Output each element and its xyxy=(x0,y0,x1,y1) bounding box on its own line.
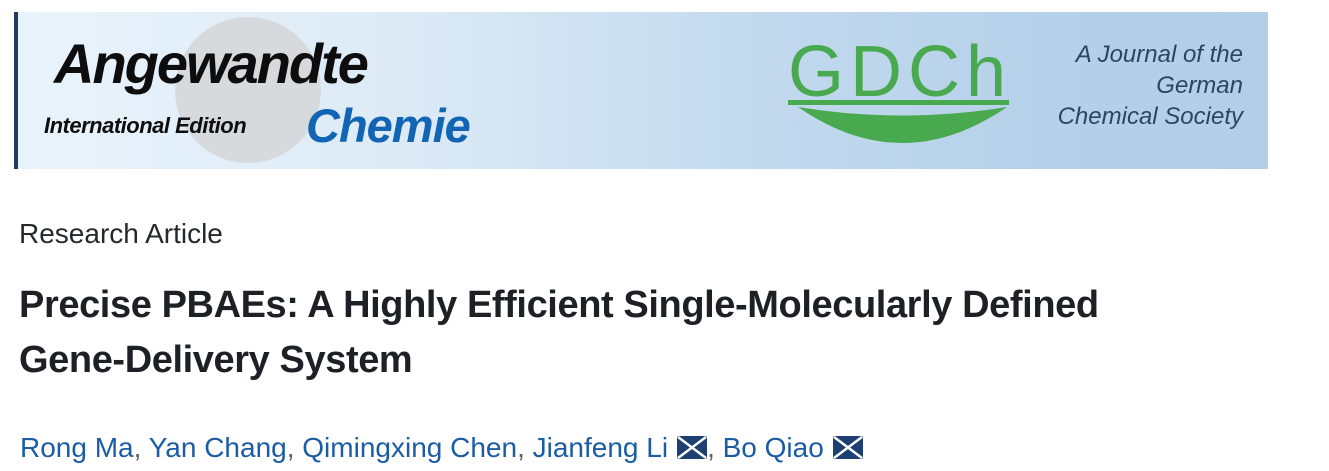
article-title-line1: Precise PBAEs: A Highly Efficient Single… xyxy=(19,284,1099,326)
author-separator: , xyxy=(286,432,303,463)
article-type-label: Research Article xyxy=(19,218,223,249)
journal-banner: Angewandte International Edition Chemie … xyxy=(14,12,1268,169)
society-tagline-line: German xyxy=(1156,72,1243,99)
article-title-line2: Gene-Delivery System xyxy=(19,339,413,381)
article-title: Precise PBAEs: A Highly Efficient Single… xyxy=(19,278,1099,388)
envelope-icon[interactable] xyxy=(677,436,708,459)
author-link[interactable]: Rong Ma xyxy=(20,432,134,463)
author-link[interactable]: Bo Qiao xyxy=(722,432,824,463)
envelope-icon[interactable] xyxy=(832,436,863,459)
author-separator: , xyxy=(707,432,723,463)
magazine-subtitle: International Edition xyxy=(44,113,247,138)
author-separator: , xyxy=(133,432,149,463)
society-tagline-line: A Journal of the xyxy=(1075,41,1243,68)
society-tagline: A Journal of the German Chemical Society xyxy=(1058,39,1243,132)
author-link[interactable]: Qimingxing Chen xyxy=(302,432,518,463)
author-link[interactable]: Yan Chang xyxy=(148,432,287,463)
author-separator: , xyxy=(517,432,533,463)
banner-circle-decoration xyxy=(175,17,321,163)
gdch-arc-icon xyxy=(798,107,1007,143)
society-tagline-line: Chemical Society xyxy=(1057,103,1243,130)
gdch-logo: GDCh xyxy=(788,36,1010,108)
gdch-logo-text: GDCh xyxy=(788,32,1013,112)
magazine-title-logo: Angewandte xyxy=(54,32,369,95)
author-link[interactable]: Jianfeng Li xyxy=(532,432,669,463)
magazine-title-accent: Chemie xyxy=(306,99,471,152)
gdch-underline xyxy=(788,100,1009,105)
author-list: Rong Ma, Yan Chang, Qimingxing Chen, Jia… xyxy=(20,429,863,467)
